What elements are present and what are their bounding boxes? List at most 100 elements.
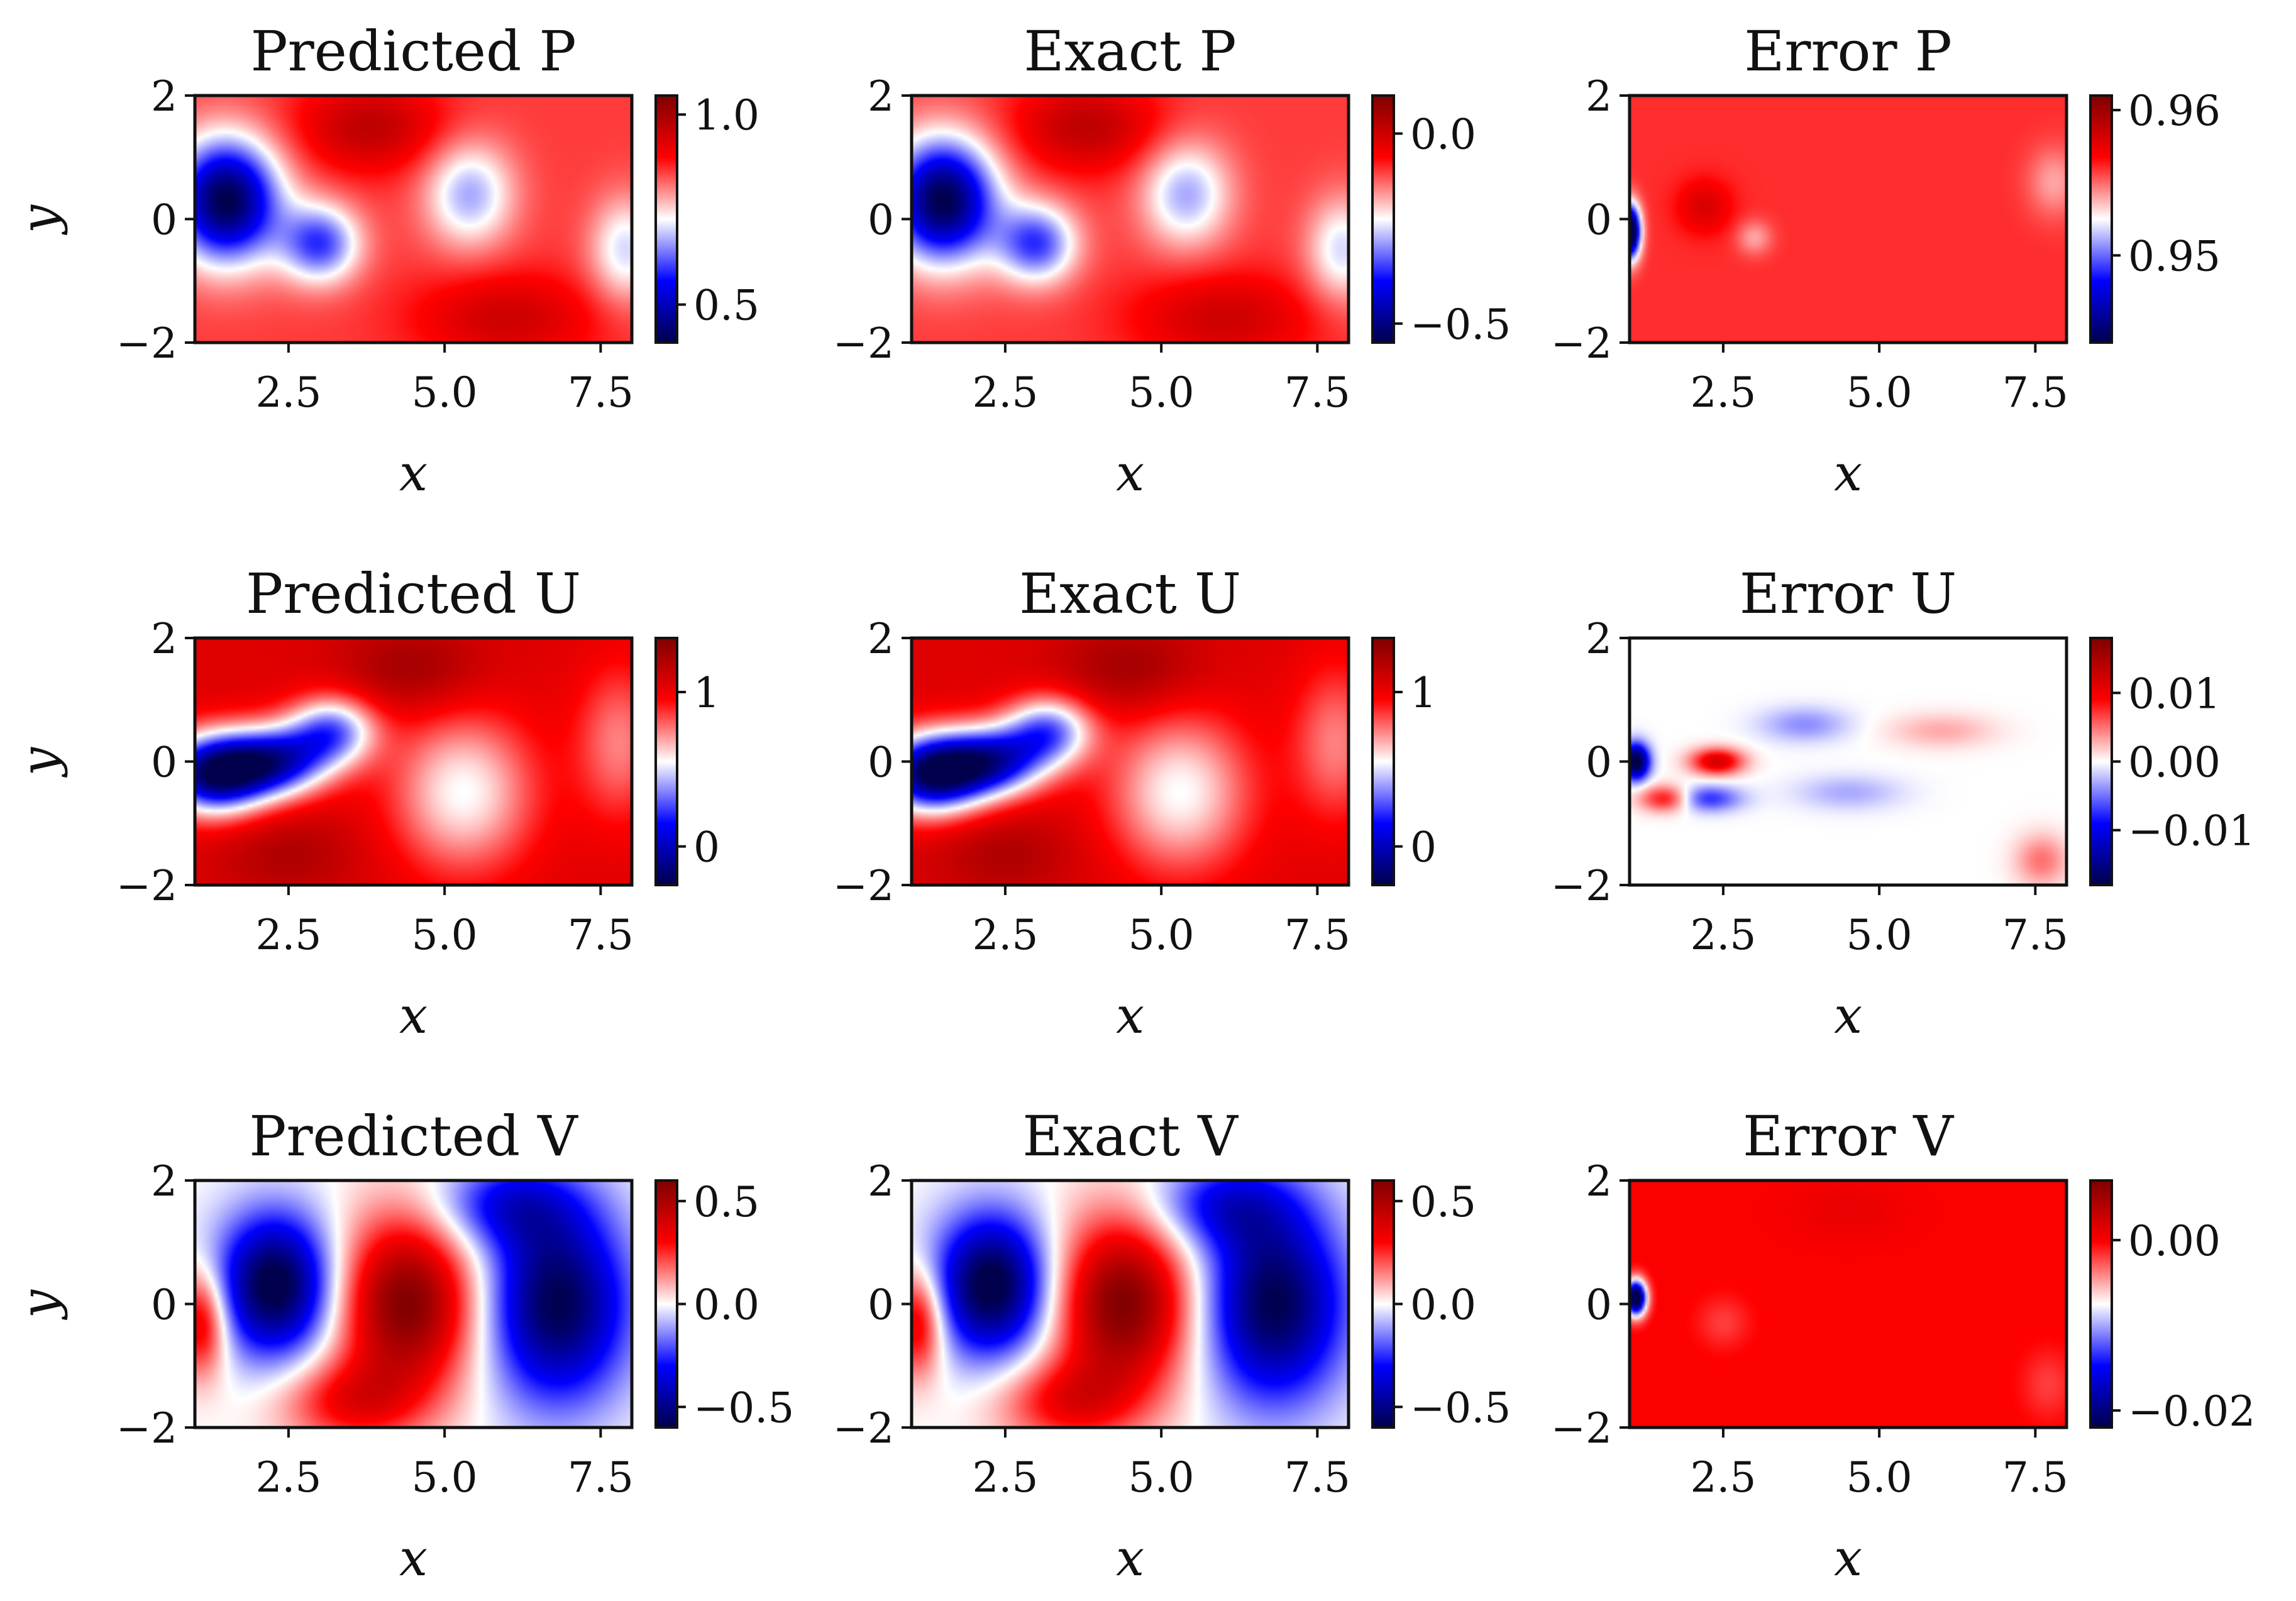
colorbar-tick-label: 0.95 [2128,232,2221,280]
plot-title: Error U [1740,561,1957,626]
colorbar-tick-label: −0.01 [2128,807,2255,856]
x-tick-label: 2.5 [972,1453,1038,1502]
subplot-error-p: Error P 2.5 5.0 7.5 2 0 −2 x 0.96 0.95 [1551,19,2221,502]
heatmap-field [1630,96,2067,343]
colorbar-tick-label: 0.00 [2128,1217,2221,1265]
x-tick-label: 5.0 [1129,368,1195,417]
x-tick-label: 2.5 [1690,911,1756,959]
x-tick-label: 2.5 [1690,368,1756,417]
y-tick-label: 0 [868,196,894,245]
x-tick-label: 5.0 [1129,1453,1195,1502]
y-tick-label: 0 [151,739,177,787]
x-tick-label: 2.5 [255,911,321,959]
subplot-predicted-p: Predicted P 2.5 5.0 7.5 2 0 −2 x y 1.0 0.5 [10,19,759,502]
subplot-exact-v: Exact V 2.5 5.0 7.5 2 0 −2 x 0.5 0.0 −0.5 [833,1104,1511,1587]
y-tick-label: −2 [833,862,894,910]
colorbar-tick-label: −0.02 [2128,1387,2255,1436]
heatmap-field [1630,1180,2067,1428]
subplot-exact-p: Exact P 2.5 5.0 7.5 2 0 −2 x 0.0 −0.5 [833,19,1511,502]
y-tick-label: −2 [1551,319,1612,368]
x-tick-label: 2.5 [1690,1453,1756,1502]
plot-title: Exact V [1022,1104,1239,1169]
y-tick-label: −2 [1551,862,1612,910]
y-tick-label: 0 [1586,196,1612,245]
y-tick-label: 2 [1586,1157,1612,1206]
x-tick-label: 7.5 [568,1453,634,1502]
y-tick-label: 0 [151,196,177,245]
heatmap-field [1630,638,2067,885]
x-tick-label: 7.5 [2002,911,2068,959]
subplot-exact-u: Exact U 2.5 5.0 7.5 2 0 −2 x 1 0 [833,561,1437,1045]
x-tick-label: 7.5 [1284,911,1350,959]
y-tick-label: −2 [116,1404,177,1453]
x-tick-label: 7.5 [2002,368,2068,417]
heatmap-field [195,638,632,885]
y-tick-label: −2 [833,319,894,368]
x-tick-label: 2.5 [255,368,321,417]
x-tick-label: 5.0 [1129,911,1195,959]
subplot-predicted-u: Predicted U 2.5 5.0 7.5 2 0 −2 x y 1 0 [10,561,720,1045]
y-tick-label: 2 [1586,615,1612,663]
x-tick-label: 5.0 [1846,1453,1912,1502]
x-axis-label: x [1834,986,1862,1045]
colorbar-tick-label: 0.96 [2128,87,2221,135]
y-axis-label: y [10,1289,69,1320]
colorbar-tick-label: 1 [1410,669,1437,717]
y-tick-label: 0 [868,1281,894,1329]
heatmap-field [912,1180,1349,1428]
x-tick-label: 2.5 [972,911,1038,959]
plot-title: Error V [1743,1104,1954,1169]
heatmap-field [912,96,1349,343]
colorbar [2089,94,2113,344]
heatmap-field [195,96,632,343]
y-tick-label: 0 [151,1281,177,1329]
colorbar-tick-label: 1.0 [693,91,759,140]
plot-title: Predicted P [250,19,576,84]
colorbar-tick-label: 0.5 [693,1178,759,1226]
plot-title: Predicted V [249,1104,578,1169]
x-axis-label: x [1834,444,1862,502]
y-tick-label: 0 [1586,1281,1612,1329]
colorbar [654,1179,678,1429]
x-tick-label: 7.5 [2002,1453,2068,1502]
x-tick-label: 7.5 [1284,368,1350,417]
subplot-error-v: Error V 2.5 5.0 7.5 2 0 −2 x 0.00 −0.02 [1551,1104,2256,1587]
colorbar-tick-label: 0.0 [693,1281,759,1329]
y-tick-label: 2 [1586,72,1612,121]
colorbar-tick-label: −0.5 [1410,1384,1511,1432]
plot-title: Predicted U [246,561,581,626]
x-tick-label: 5.0 [412,368,478,417]
x-tick-label: 5.0 [412,911,478,959]
y-tick-label: 2 [151,615,177,663]
y-tick-label: −2 [116,319,177,368]
y-tick-label: 2 [868,615,894,663]
colorbar [654,637,678,886]
x-tick-label: 7.5 [568,368,634,417]
colorbar-tick-label: 0.0 [1410,110,1476,158]
plot-title: Error P [1744,19,1952,84]
y-tick-label: −2 [116,862,177,910]
plot-title: Exact P [1024,19,1236,84]
y-tick-label: 2 [151,1157,177,1206]
heatmap-field [195,1180,632,1428]
y-tick-label: 0 [1586,739,1612,787]
x-tick-label: 5.0 [1846,911,1912,959]
colorbar [1371,1179,1395,1429]
x-axis-label: x [1116,986,1144,1045]
subplot-predicted-v: Predicted V 2.5 5.0 7.5 2 0 −2 x y 0.5 0.0 −0.5 [10,1104,794,1587]
x-axis-label: x [1116,1529,1144,1587]
x-tick-label: 2.5 [972,368,1038,417]
colorbar-tick-label: −0.5 [693,1384,794,1432]
colorbar-tick-label: 0.01 [2128,669,2221,718]
colorbar [1371,637,1395,886]
colorbar-tick-label: 0.00 [2128,739,2221,787]
x-axis-label: x [399,986,428,1045]
plot-title: Exact U [1019,561,1241,626]
x-axis-label: x [1116,444,1144,502]
x-axis-label: x [399,444,428,502]
colorbar [1371,94,1395,344]
y-tick-label: 0 [868,739,894,787]
y-tick-label: 2 [868,1157,894,1206]
y-tick-label: 2 [151,72,177,121]
